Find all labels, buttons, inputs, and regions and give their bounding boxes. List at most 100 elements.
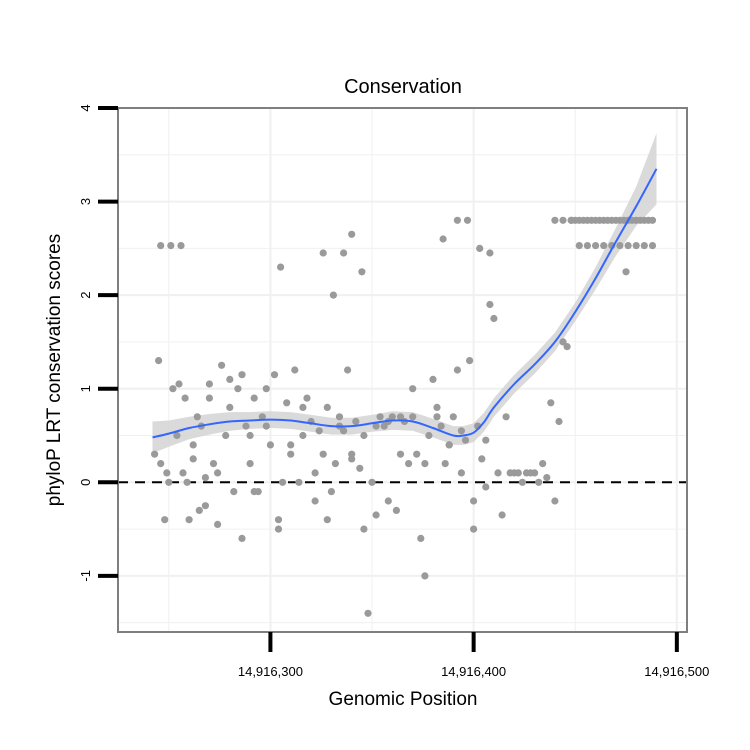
data-point: [518, 478, 527, 486]
data-point: [514, 469, 522, 477]
data-point: [429, 375, 437, 383]
data-point: [392, 506, 400, 514]
data-point: [482, 436, 490, 444]
data-point: [299, 431, 307, 440]
x-axis: 14,916,300 14,916,400 14,916,500: [238, 632, 709, 679]
data-point: [335, 413, 344, 421]
data-point: [205, 394, 213, 402]
x-tick-label: 14,916,500: [644, 664, 709, 679]
data-point: [155, 357, 163, 365]
data-point: [616, 242, 624, 250]
data-point: [470, 525, 478, 533]
data-point: [356, 464, 364, 472]
data-point: [494, 469, 502, 477]
data-point: [624, 242, 632, 250]
data-point: [486, 300, 494, 309]
plot-background: [118, 108, 687, 632]
data-point: [372, 511, 380, 519]
data-point: [323, 516, 331, 524]
plot-border: [117, 107, 688, 633]
data-point: [167, 242, 175, 250]
data-point: [311, 497, 319, 505]
data-point: [368, 478, 376, 486]
data-point: [238, 534, 246, 543]
data-point: [201, 502, 209, 510]
data-point: [380, 422, 388, 430]
data-point: [413, 450, 421, 458]
data-point: [291, 366, 299, 374]
data-point: [193, 413, 201, 421]
y-tick-label: 3: [78, 198, 93, 205]
data-point: [535, 478, 543, 486]
data-point: [157, 460, 165, 468]
data-point: [250, 488, 258, 496]
data-point: [453, 366, 461, 374]
data-point: [218, 361, 226, 369]
data-point: [433, 413, 441, 421]
data-point: [319, 450, 327, 458]
data-point: [262, 422, 270, 430]
data-point: [421, 460, 429, 468]
data-point: [331, 460, 339, 468]
y-tick-label: 2: [78, 292, 93, 299]
data-point: [551, 216, 559, 224]
data-point: [567, 216, 575, 224]
data-point: [262, 385, 270, 393]
data-point: [531, 469, 539, 477]
data-point: [274, 525, 283, 533]
data-point: [279, 478, 287, 486]
data-point: [323, 403, 331, 411]
data-point: [445, 441, 453, 449]
data-point: [173, 431, 181, 440]
data-point: [559, 216, 567, 224]
data-point: [185, 516, 193, 524]
data-point: [470, 497, 478, 505]
data-point: [226, 375, 234, 383]
data-point: [352, 417, 360, 426]
data-point: [461, 436, 470, 444]
confidence-band: [152, 133, 657, 454]
data-point: [209, 460, 218, 468]
data-point: [449, 413, 457, 421]
data-point: [551, 497, 559, 505]
data-point: [622, 268, 630, 276]
data-point: [287, 441, 295, 449]
data-point: [466, 357, 474, 365]
data-point: [214, 520, 222, 529]
data-point: [563, 343, 571, 351]
data-point: [441, 460, 449, 468]
data-point: [409, 385, 417, 393]
data-point: [478, 455, 486, 463]
data-point: [238, 371, 246, 379]
data-point: [270, 371, 279, 379]
data-point: [169, 385, 177, 393]
data-point: [258, 413, 266, 421]
data-point: [283, 399, 291, 407]
data-point: [175, 380, 183, 388]
y-axis-label: phyloP LRT conservation scores: [44, 234, 65, 507]
data-point: [311, 469, 319, 477]
data-point: [476, 244, 484, 252]
data-point: [189, 455, 197, 463]
data-point: [543, 474, 551, 482]
data-point: [299, 403, 307, 411]
data-point: [417, 534, 425, 543]
data-point: [250, 394, 258, 402]
y-tick-label: 1: [78, 385, 93, 392]
data-point: [457, 469, 465, 477]
data-point: [490, 314, 498, 323]
data-point: [163, 469, 171, 477]
x-axis-label: Genomic Position: [329, 689, 478, 710]
data-point: [364, 609, 372, 617]
data-point: [457, 427, 465, 435]
data-point: [348, 230, 356, 238]
data-point: [396, 413, 405, 421]
data-point: [425, 431, 433, 440]
data-point: [161, 516, 169, 524]
data-point: [340, 249, 348, 257]
data-point: [246, 460, 254, 468]
data-point: [384, 497, 392, 505]
data-point: [575, 242, 583, 250]
data-point: [179, 469, 187, 477]
data-point: [344, 366, 352, 374]
